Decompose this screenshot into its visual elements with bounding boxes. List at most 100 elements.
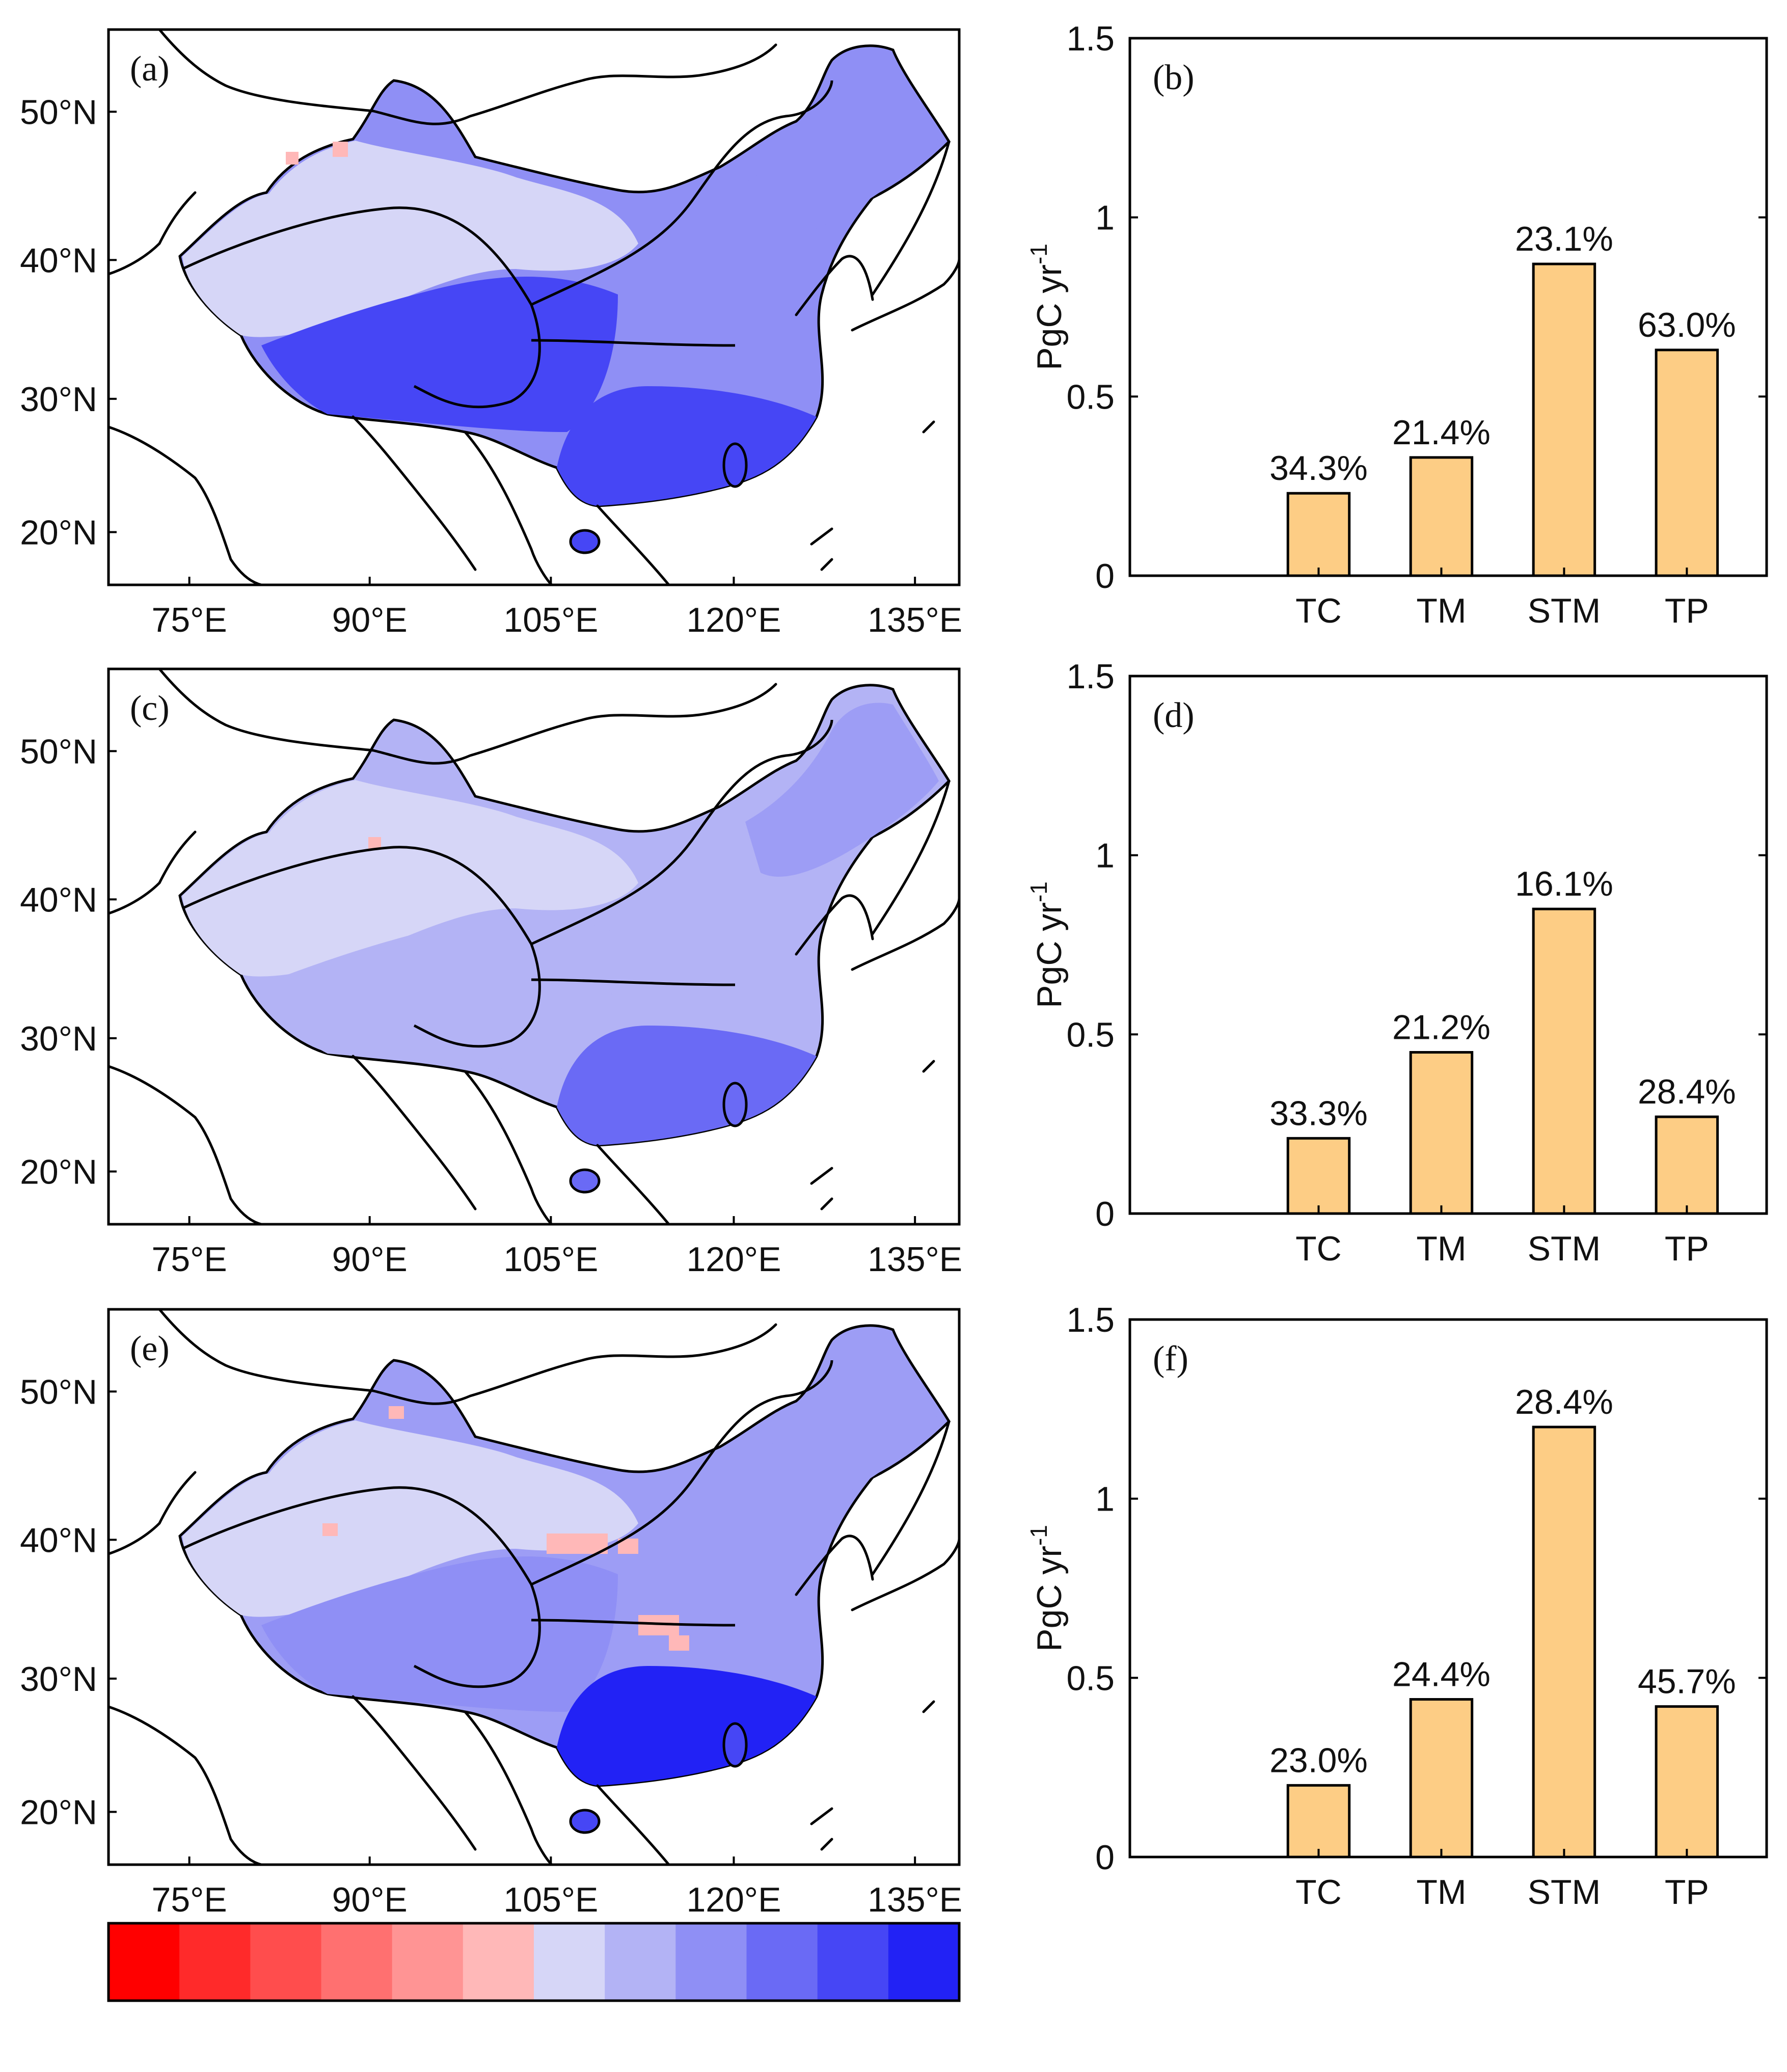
northeast-fill [745, 63, 939, 237]
light-region [182, 1420, 638, 1617]
bar-tm[interactable] [1409, 1051, 1474, 1215]
india-coast [109, 425, 263, 585]
zone-boundary-tibet [181, 1486, 541, 1688]
x-tick-label: STM [1528, 1229, 1601, 1268]
tibet-gradient [261, 1556, 618, 1712]
x-tick-label: TM [1416, 1229, 1466, 1268]
bar-chart-f: 0 0.5 1 1.5 PgC yr-1 23.0% TC 24.4% TM 28.4% STM 45… [1025, 1301, 1768, 1912]
zone-boundary-tibet [181, 846, 541, 1048]
bar-value-label: 28.4% [1638, 1072, 1736, 1111]
lat-tick-label: 40°N [20, 880, 97, 919]
vietnam-coast [596, 504, 670, 585]
taiwan-island [722, 1722, 748, 1768]
lon-tick-label: 120°E [686, 601, 781, 639]
zone-boundary-north [530, 1360, 833, 1586]
x-tick-label: TP [1665, 591, 1709, 630]
bar-chart-b: 0 0.5 1 1.5 PgC yr-1 34.3% TC 21.4% TM 23.1% STM 63… [1025, 19, 1768, 630]
y-tick-label: 1.5 [1066, 657, 1115, 696]
bar-tc[interactable] [1286, 492, 1351, 577]
tibet-gradient [261, 277, 618, 432]
y-axis-label-superscript: -1 [1025, 1525, 1052, 1546]
map-frame [107, 667, 961, 1226]
x-tick-label: TP [1665, 1229, 1709, 1268]
bar-tp[interactable] [1655, 348, 1719, 577]
hainan-island [569, 1809, 601, 1834]
lat-tick-label: 40°N [20, 1521, 97, 1559]
taiwan-island [722, 442, 748, 488]
chart-panel-label: (b) [1153, 58, 1195, 97]
lat-tick-label: 30°N [20, 380, 97, 419]
colorbar-segment [746, 1923, 818, 2001]
korea-coast [795, 894, 874, 956]
map-content [109, 1309, 959, 1865]
bar-value-label: 23.0% [1269, 1741, 1368, 1780]
y-axis-label-text: PgC yr [1030, 902, 1069, 1008]
bar-chart-d: 0 0.5 1 1.5 PgC yr-1 33.3% TC 21.2% TM 16.1% STM 28… [1025, 657, 1768, 1268]
y-tick-label: 0 [1095, 1838, 1115, 1877]
kazakh-border [109, 830, 197, 915]
x-tick-label: STM [1528, 591, 1601, 630]
x-tick-label: TC [1295, 1873, 1342, 1912]
y-axis-label-superscript: -1 [1025, 881, 1052, 902]
negative-cell [547, 1533, 608, 1554]
x-tick-label: TM [1416, 591, 1466, 630]
bar-tm[interactable] [1409, 1698, 1474, 1859]
map-frame [107, 28, 961, 586]
russia-coast [871, 140, 951, 296]
south-china-fill [557, 1666, 817, 1786]
light-region [182, 141, 638, 337]
bar-value-label: 34.3% [1269, 449, 1368, 488]
bar-tc[interactable] [1286, 1784, 1351, 1859]
map-content [109, 669, 959, 1224]
bar-tp[interactable] [1655, 1115, 1719, 1215]
lon-tick-label: 75°E [152, 1880, 227, 1919]
zone-boundary-north [530, 719, 833, 946]
map-panel-e: (e) 75°E 90°E 105°E 120°E 135°E 50°N 40°N 30°N 20… [20, 1308, 962, 1919]
lon-tick-label: 135°E [868, 1240, 962, 1279]
lon-tick-label: 75°E [152, 1240, 227, 1279]
chart-panel-label: (d) [1153, 696, 1195, 735]
colorbar-segment [250, 1923, 322, 2001]
map-panel-c: (c) 75°E 90°E 105°E 120°E 135°E 50°N 40°N 30°N 20… [20, 667, 962, 1279]
lon-tick-label: 90°E [332, 1880, 408, 1919]
lon-tick-label: 120°E [686, 1240, 781, 1279]
bar-value-label: 23.1% [1515, 220, 1613, 258]
korea-coast [795, 255, 874, 316]
colorbar-segment [888, 1923, 960, 2001]
map-panel-label: (e) [130, 1329, 170, 1368]
x-tick-label: STM [1528, 1873, 1601, 1912]
zone-boundary-south [531, 978, 736, 986]
map-frame [107, 1308, 961, 1866]
lat-tick-label: 20°N [20, 1793, 97, 1832]
y-axis-label: PgC yr-1 [1025, 244, 1069, 370]
bar-value-label: 21.4% [1392, 413, 1491, 452]
bar-stm[interactable] [1532, 1425, 1596, 1859]
colorbar-segment [109, 1923, 180, 2001]
y-axis-label-text: PgC yr [1030, 264, 1069, 370]
philippine-islands [810, 420, 935, 571]
x-tick-label: TM [1416, 1873, 1466, 1912]
bar-tp[interactable] [1655, 1705, 1719, 1859]
bar-tc[interactable] [1286, 1137, 1351, 1215]
y-axis-label: PgC yr-1 [1025, 1525, 1069, 1652]
bar-stm[interactable] [1532, 262, 1596, 577]
colorbar-segment [179, 1923, 251, 2001]
bar-tm[interactable] [1409, 456, 1474, 577]
zone-boundary-south [531, 1619, 736, 1627]
x-tick-label: TP [1665, 1873, 1709, 1912]
hainan-island [569, 529, 601, 554]
map-panel-a: (a) 75°E 90°E 105°E 120°E 135°E 50°N 40°N 30°N 20… [20, 28, 962, 639]
lon-tick-label: 105°E [503, 1240, 598, 1279]
south-china-fill [557, 1026, 817, 1145]
mongolia-border [158, 30, 777, 125]
russia-coast [871, 1420, 951, 1576]
zone-boundary-tibet [181, 206, 541, 409]
y-tick-label: 1.5 [1066, 1301, 1115, 1339]
japan-coast [851, 897, 959, 971]
negative-cell [389, 1406, 404, 1419]
colorbar-frame [107, 1922, 961, 2002]
lon-tick-label: 90°E [332, 601, 408, 639]
zone-boundary-south [531, 339, 736, 347]
bar-stm[interactable] [1532, 907, 1596, 1215]
